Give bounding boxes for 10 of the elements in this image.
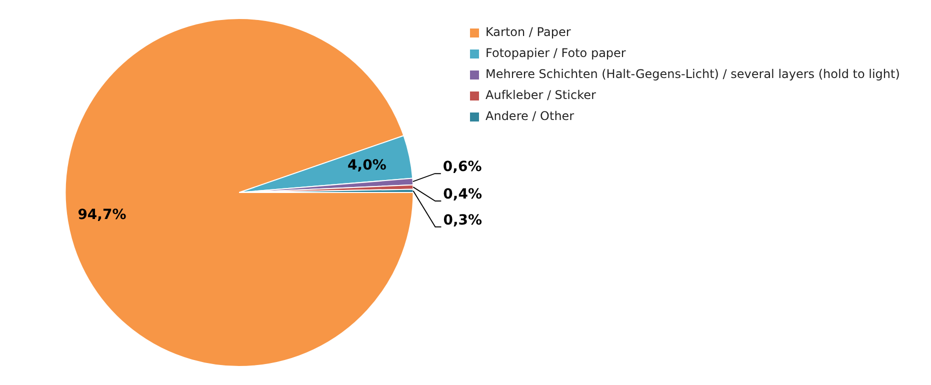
- legend-label: Fotopapier / Foto paper: [486, 46, 626, 60]
- legend-label: Karton / Paper: [486, 25, 571, 40]
- data-label: 0,3%: [443, 212, 482, 228]
- legend-label: Mehrere Schichten (Halt-Gegens-Licht) / several layers (hold to light): [486, 67, 900, 82]
- legend-label: Aufkleber / Sticker: [486, 88, 596, 102]
- legend-label: Andere / Other: [486, 109, 574, 124]
- data-label: 0,4%: [443, 186, 482, 203]
- data-label: 0,6%: [442, 159, 482, 176]
- data-label: 4,0%: [348, 157, 386, 174]
- data-label: 94,7%: [78, 207, 126, 224]
